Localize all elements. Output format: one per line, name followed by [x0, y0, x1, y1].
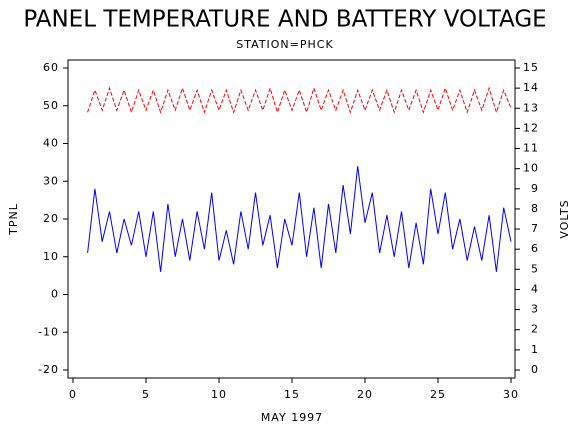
- y2-tick-label: 2: [531, 323, 539, 336]
- x-tick-label: 25: [430, 388, 446, 401]
- y2-tick-label: 3: [531, 303, 539, 316]
- series-line: [87, 166, 512, 272]
- x-tick-label: 15: [284, 388, 300, 401]
- y2-tick-label: 11: [523, 142, 539, 155]
- x-tick-label: 30: [503, 388, 519, 401]
- y-tick-label: -10: [38, 325, 59, 338]
- y-tick-label: 0: [51, 288, 59, 301]
- y2-tick-label: 8: [531, 202, 539, 215]
- x-tick-label: 20: [357, 388, 373, 401]
- x-tick-label: 0: [69, 388, 77, 401]
- y2-tick-label: 0: [531, 363, 539, 376]
- chart-title: PANEL TEMPERATURE AND BATTERY VOLTAGE: [23, 7, 546, 33]
- y2-tick-label: 1: [531, 343, 539, 356]
- y2-tick-label: 14: [523, 81, 539, 94]
- y-tick-label: 60: [43, 61, 59, 74]
- y2-tick-label: 13: [523, 101, 539, 114]
- y2-axis-label: VOLTS: [558, 199, 570, 238]
- x-axis-label: MAY 1997: [261, 411, 323, 424]
- y2-tick-label: 10: [523, 162, 539, 175]
- chart-subtitle: STATION=PHCK: [236, 38, 333, 51]
- plot-frame: [67, 59, 516, 379]
- y2-tick-label: 6: [531, 242, 539, 255]
- y2-tick-label: 15: [523, 61, 539, 74]
- y2-tick-label: 9: [531, 182, 539, 195]
- y-axis-label: TPNL: [7, 203, 20, 236]
- y-tick-label: 20: [43, 212, 59, 225]
- x-tick-label: 10: [211, 388, 227, 401]
- y-tick-label: 30: [43, 174, 59, 187]
- y2-tick-label: 4: [531, 282, 539, 295]
- y2-tick-label: 7: [531, 222, 539, 235]
- y-tick-label: 10: [43, 250, 59, 263]
- y2-tick-label: 12: [523, 121, 539, 134]
- y-tick-label: -20: [38, 363, 59, 376]
- y-tick-label: 40: [43, 137, 59, 150]
- series-line: [87, 86, 512, 114]
- y-tick-label: 50: [43, 99, 59, 112]
- y2-tick-label: 5: [531, 262, 539, 275]
- x-tick-label: 5: [142, 388, 150, 401]
